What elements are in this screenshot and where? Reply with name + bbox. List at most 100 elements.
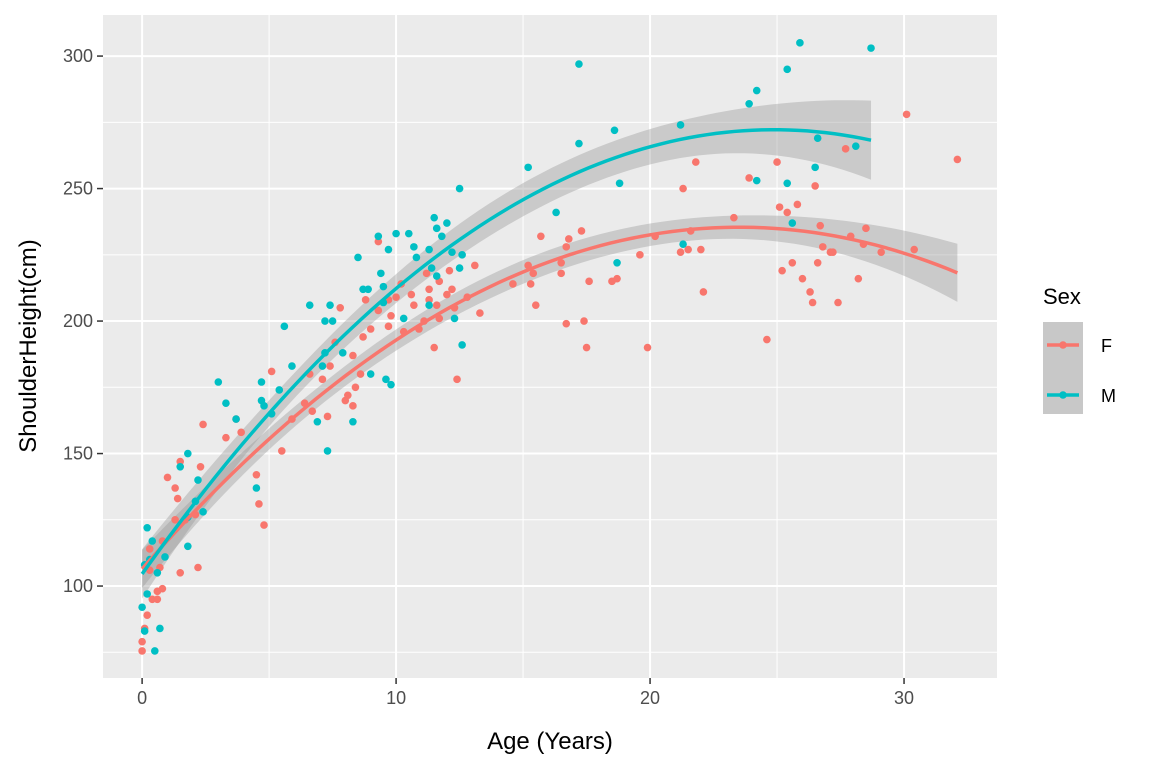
data-point-M [524, 163, 532, 172]
x-tick-label: 0 [137, 688, 147, 708]
data-point-M [318, 362, 327, 370]
data-point-F [407, 290, 416, 299]
data-point-F [818, 243, 827, 251]
data-point-M [328, 317, 337, 325]
data-point-M [425, 301, 433, 309]
data-point-F [471, 261, 479, 270]
data-point-F [443, 290, 451, 299]
data-points [138, 39, 962, 655]
data-point-M [214, 378, 223, 386]
data-point-F [643, 343, 652, 352]
data-point-F [684, 245, 692, 254]
data-point-M [148, 537, 157, 545]
data-point-M [676, 121, 685, 129]
data-point-F [763, 335, 771, 344]
data-point-F [163, 473, 172, 482]
data-point-M [232, 415, 240, 423]
data-point-F [326, 362, 334, 370]
data-point-M [194, 476, 202, 484]
data-point-F [577, 227, 586, 235]
data-point-M [458, 341, 466, 349]
data-point-F [476, 309, 484, 317]
data-point-F [773, 158, 781, 166]
data-point-M [257, 378, 266, 386]
data-point-F [580, 317, 588, 325]
data-point-M [252, 484, 261, 492]
data-point-F [349, 351, 357, 360]
data-point-M [392, 229, 400, 238]
data-point-F [196, 463, 205, 471]
data-point-M [443, 219, 451, 227]
data-point-F [613, 274, 621, 283]
data-point-F [138, 647, 146, 655]
plot-panel [103, 15, 997, 678]
data-point-F [199, 420, 207, 429]
data-point-F [387, 311, 395, 320]
data-point-M [305, 301, 314, 309]
data-point-F [699, 288, 708, 296]
data-point-M [364, 285, 372, 294]
data-point-M [752, 86, 761, 95]
data-point-F [582, 343, 591, 352]
data-point-M [184, 542, 192, 551]
data-point-M [575, 139, 583, 148]
data-point-F [806, 288, 814, 296]
y-tick-label: 300 [63, 46, 93, 66]
data-point-M [184, 449, 192, 458]
data-point-M [161, 553, 169, 561]
data-point-F [425, 296, 433, 304]
data-point-F [697, 245, 705, 254]
data-point-F [854, 274, 863, 283]
x-tick-label: 30 [894, 688, 914, 708]
data-point-M [387, 380, 395, 389]
legend-key-point-M [1059, 391, 1067, 399]
x-axis-ticks: 0 10 20 30 [137, 678, 914, 708]
data-point-M [260, 402, 268, 410]
data-point-M [151, 647, 159, 655]
data-point-F [537, 232, 545, 241]
data-point-F [237, 428, 245, 437]
data-point-M [321, 317, 329, 325]
data-point-F [676, 248, 685, 256]
data-point-M [222, 399, 230, 408]
data-point-M [432, 224, 441, 233]
data-point-M [610, 126, 619, 135]
data-point-F [813, 258, 822, 267]
data-point-F [145, 545, 154, 553]
data-point-M [199, 508, 207, 516]
data-point-F [158, 584, 167, 593]
data-point-M [313, 417, 322, 426]
data-point-M [382, 375, 390, 384]
data-point-M [615, 179, 624, 188]
data-point-F [366, 325, 375, 333]
data-point-M [153, 568, 162, 577]
data-point-M [679, 240, 687, 249]
data-point-M [138, 603, 146, 612]
data-point-F [171, 484, 179, 492]
data-point-F [808, 298, 817, 307]
data-point-F [691, 158, 700, 166]
data-point-F [811, 182, 819, 190]
data-point-M [796, 39, 804, 47]
data-point-F [222, 433, 230, 442]
data-point-M [338, 349, 347, 357]
data-point-F [841, 145, 850, 153]
data-point-M [552, 208, 560, 217]
data-point-F [308, 407, 317, 415]
data-point-M [349, 417, 357, 426]
data-point-F [323, 412, 332, 421]
data-point-M [458, 251, 466, 259]
data-point-F [361, 296, 370, 304]
data-point-M [374, 232, 383, 241]
data-point-M [851, 142, 860, 150]
data-point-F [902, 110, 911, 119]
data-point-F [448, 285, 456, 294]
data-point-F [862, 224, 870, 233]
y-tick-label: 100 [63, 576, 93, 596]
data-point-F [557, 269, 565, 278]
data-point-F [562, 319, 571, 328]
data-point-M [354, 253, 362, 262]
data-point-M [455, 264, 464, 272]
x-tick-label: 20 [640, 688, 660, 708]
